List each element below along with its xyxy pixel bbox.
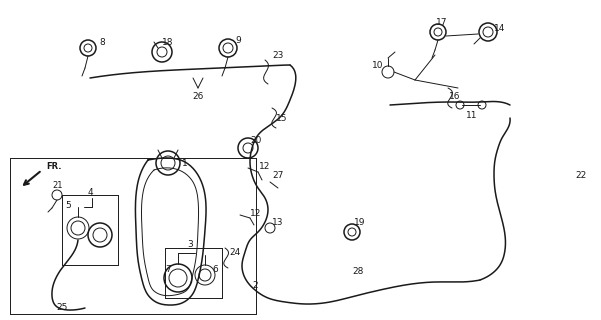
Text: 17: 17 [436,18,448,27]
Text: 16: 16 [450,92,461,100]
Text: 27: 27 [272,171,284,180]
Text: 15: 15 [276,114,288,123]
Text: 18: 18 [162,37,174,46]
Text: 28: 28 [352,268,364,276]
Text: 26: 26 [192,92,204,100]
Text: 14: 14 [494,23,505,33]
Text: 19: 19 [354,218,366,227]
Text: 3: 3 [187,239,193,249]
Text: 7: 7 [165,266,171,275]
Text: 2: 2 [252,281,258,290]
Text: 13: 13 [272,218,284,227]
Text: 23: 23 [272,51,284,60]
Text: 6: 6 [212,266,218,275]
Text: 21: 21 [53,180,63,189]
Text: 10: 10 [372,60,384,69]
Text: 24: 24 [230,247,240,257]
Text: 20: 20 [250,135,261,145]
Text: 22: 22 [575,171,586,180]
Text: 11: 11 [466,110,478,119]
Text: 12: 12 [259,162,270,171]
Text: 25: 25 [56,303,68,313]
Text: 9: 9 [235,36,241,44]
Text: 4: 4 [87,188,93,196]
Text: 1: 1 [182,158,188,167]
Text: 12: 12 [250,209,261,218]
Text: 8: 8 [99,37,105,46]
Text: 5: 5 [65,201,71,210]
Text: FR.: FR. [46,162,61,171]
